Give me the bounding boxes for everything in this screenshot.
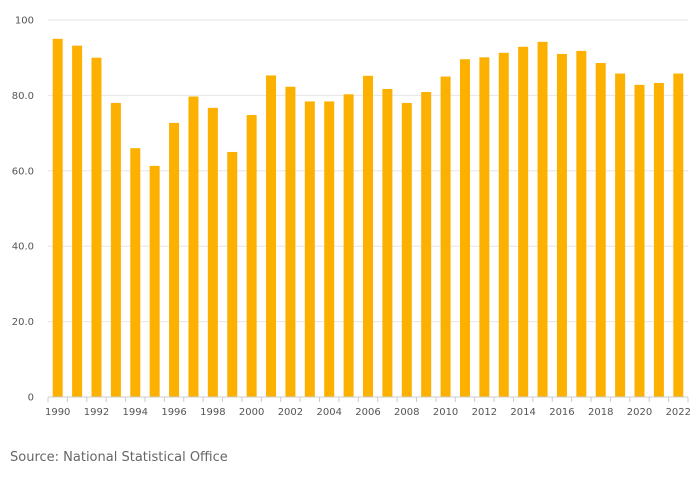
x-tick-label: 2012 — [472, 407, 497, 418]
x-tick-label: 2010 — [433, 407, 458, 418]
x-tick-label: 1996 — [161, 407, 186, 418]
bar-2011 — [459, 59, 470, 397]
x-tick-label: 2014 — [510, 407, 535, 418]
bar-2002 — [285, 86, 296, 397]
y-tick-label: 20.0 — [12, 317, 34, 328]
x-tick-label: 2020 — [627, 407, 652, 418]
bar-2019 — [615, 73, 626, 397]
x-tick-label: 2016 — [549, 407, 574, 418]
bar-2003 — [304, 101, 315, 397]
bar-1997 — [188, 96, 199, 397]
bar-2006 — [363, 75, 373, 398]
x-tick-label: 2008 — [394, 407, 419, 418]
x-tick-label: 1994 — [123, 407, 148, 418]
bar-2016 — [556, 53, 567, 398]
x-tick-label: 2006 — [355, 407, 380, 418]
x-tick-label: 1990 — [45, 407, 70, 418]
bar-2001 — [266, 75, 277, 397]
x-tick-label: 2018 — [588, 407, 613, 418]
bar-2010 — [440, 76, 451, 398]
bar-1991 — [72, 45, 83, 398]
x-tick-label: 2004 — [316, 407, 341, 418]
bar-1993 — [110, 102, 121, 397]
source-note: Source: National Statistical Office — [10, 450, 228, 465]
bar-2012 — [479, 57, 490, 398]
bar-2007 — [382, 88, 393, 397]
x-axis-labels: 1990 1992 1994 1996 1998 2000 2002 2004 2006 2008… — [45, 407, 691, 418]
x-tick-label: 2002 — [278, 407, 303, 418]
x-axis-ticks — [47, 397, 689, 402]
bar-2008 — [401, 102, 412, 397]
bar-1995 — [149, 165, 160, 397]
bar-2022 — [673, 73, 684, 397]
y-tick-label: 0 — [28, 393, 34, 404]
y-tick-label: 80.0 — [12, 91, 34, 102]
bar-2017 — [576, 50, 587, 397]
bar-2004 — [324, 101, 335, 397]
bar-2020 — [634, 84, 645, 398]
bar-1990 — [52, 38, 63, 397]
bar-1992 — [91, 57, 102, 397]
bar-2000 — [246, 115, 257, 397]
x-tick-label: 1998 — [200, 407, 225, 418]
bar-1994 — [130, 148, 141, 397]
x-tick-label: 2022 — [666, 407, 691, 418]
bar-2013 — [498, 52, 509, 397]
bar-2015 — [537, 41, 548, 398]
bars — [52, 38, 684, 398]
x-tick-label: 2000 — [239, 407, 264, 418]
bar-1999 — [227, 151, 238, 397]
bar-1996 — [169, 122, 180, 398]
y-tick-label: 60.0 — [12, 166, 34, 177]
bar-2014 — [518, 46, 529, 397]
x-tick-label: 1992 — [84, 407, 109, 418]
y-tick-label: 40.0 — [12, 242, 34, 253]
bar-2021 — [653, 82, 664, 398]
bar-2018 — [595, 62, 606, 398]
bar-2005 — [343, 94, 354, 398]
bar-2009 — [421, 92, 432, 397]
y-axis-labels: 0 20.0 40.0 60.0 80.0 100 — [12, 16, 34, 404]
y-tick-label: 100 — [15, 16, 34, 27]
bar-1998 — [207, 107, 218, 397]
